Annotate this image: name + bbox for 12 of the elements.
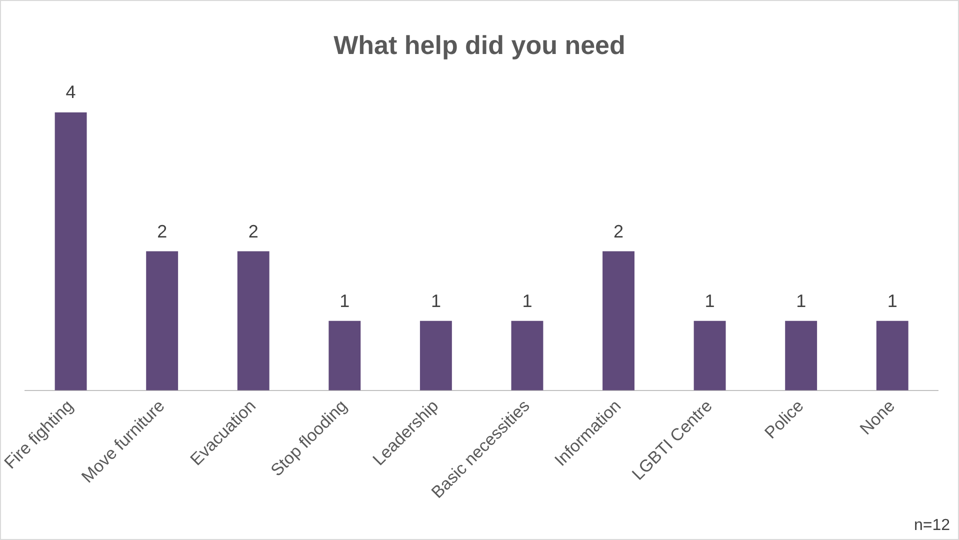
data-label: 2 (248, 221, 258, 242)
data-label: 1 (430, 290, 441, 311)
text: n=12 (914, 517, 950, 535)
chart-title: What help did you need (334, 30, 626, 60)
data-label: 1 (522, 290, 532, 311)
data-label: 1 (887, 290, 898, 311)
data-label: 1 (796, 290, 806, 311)
data-label: 1 (704, 290, 715, 311)
data-label: 2 (614, 221, 624, 242)
data-label: 2 (157, 221, 168, 242)
data-label: 4 (66, 82, 76, 102)
data-label: 1 (340, 290, 350, 311)
